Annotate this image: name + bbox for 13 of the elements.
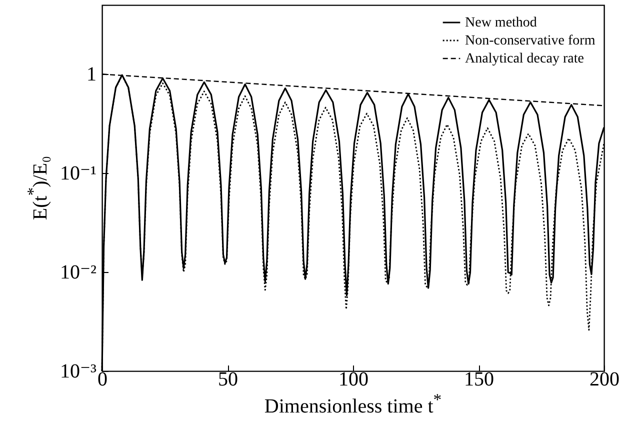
y-tick-label: 10⁻¹	[60, 162, 96, 185]
x-tick-label: 50	[218, 368, 238, 390]
y-tick-label: 10⁻²	[60, 262, 96, 284]
legend-label: Non-conservative form	[465, 34, 596, 48]
x-tick-label: 0	[98, 368, 108, 390]
legend-label: New method	[465, 16, 537, 30]
x-tick-label: 150	[464, 368, 494, 390]
x-tick-label: 100	[338, 368, 368, 390]
y-tick-label: 10⁻³	[60, 360, 96, 382]
y-tick-label: 1	[86, 64, 96, 86]
x-tick-label: 200	[590, 368, 620, 390]
legend-label: Analytical decay rate	[465, 52, 584, 66]
x-axis-title: Dimensionless time t$^{*}$	[264, 390, 442, 418]
